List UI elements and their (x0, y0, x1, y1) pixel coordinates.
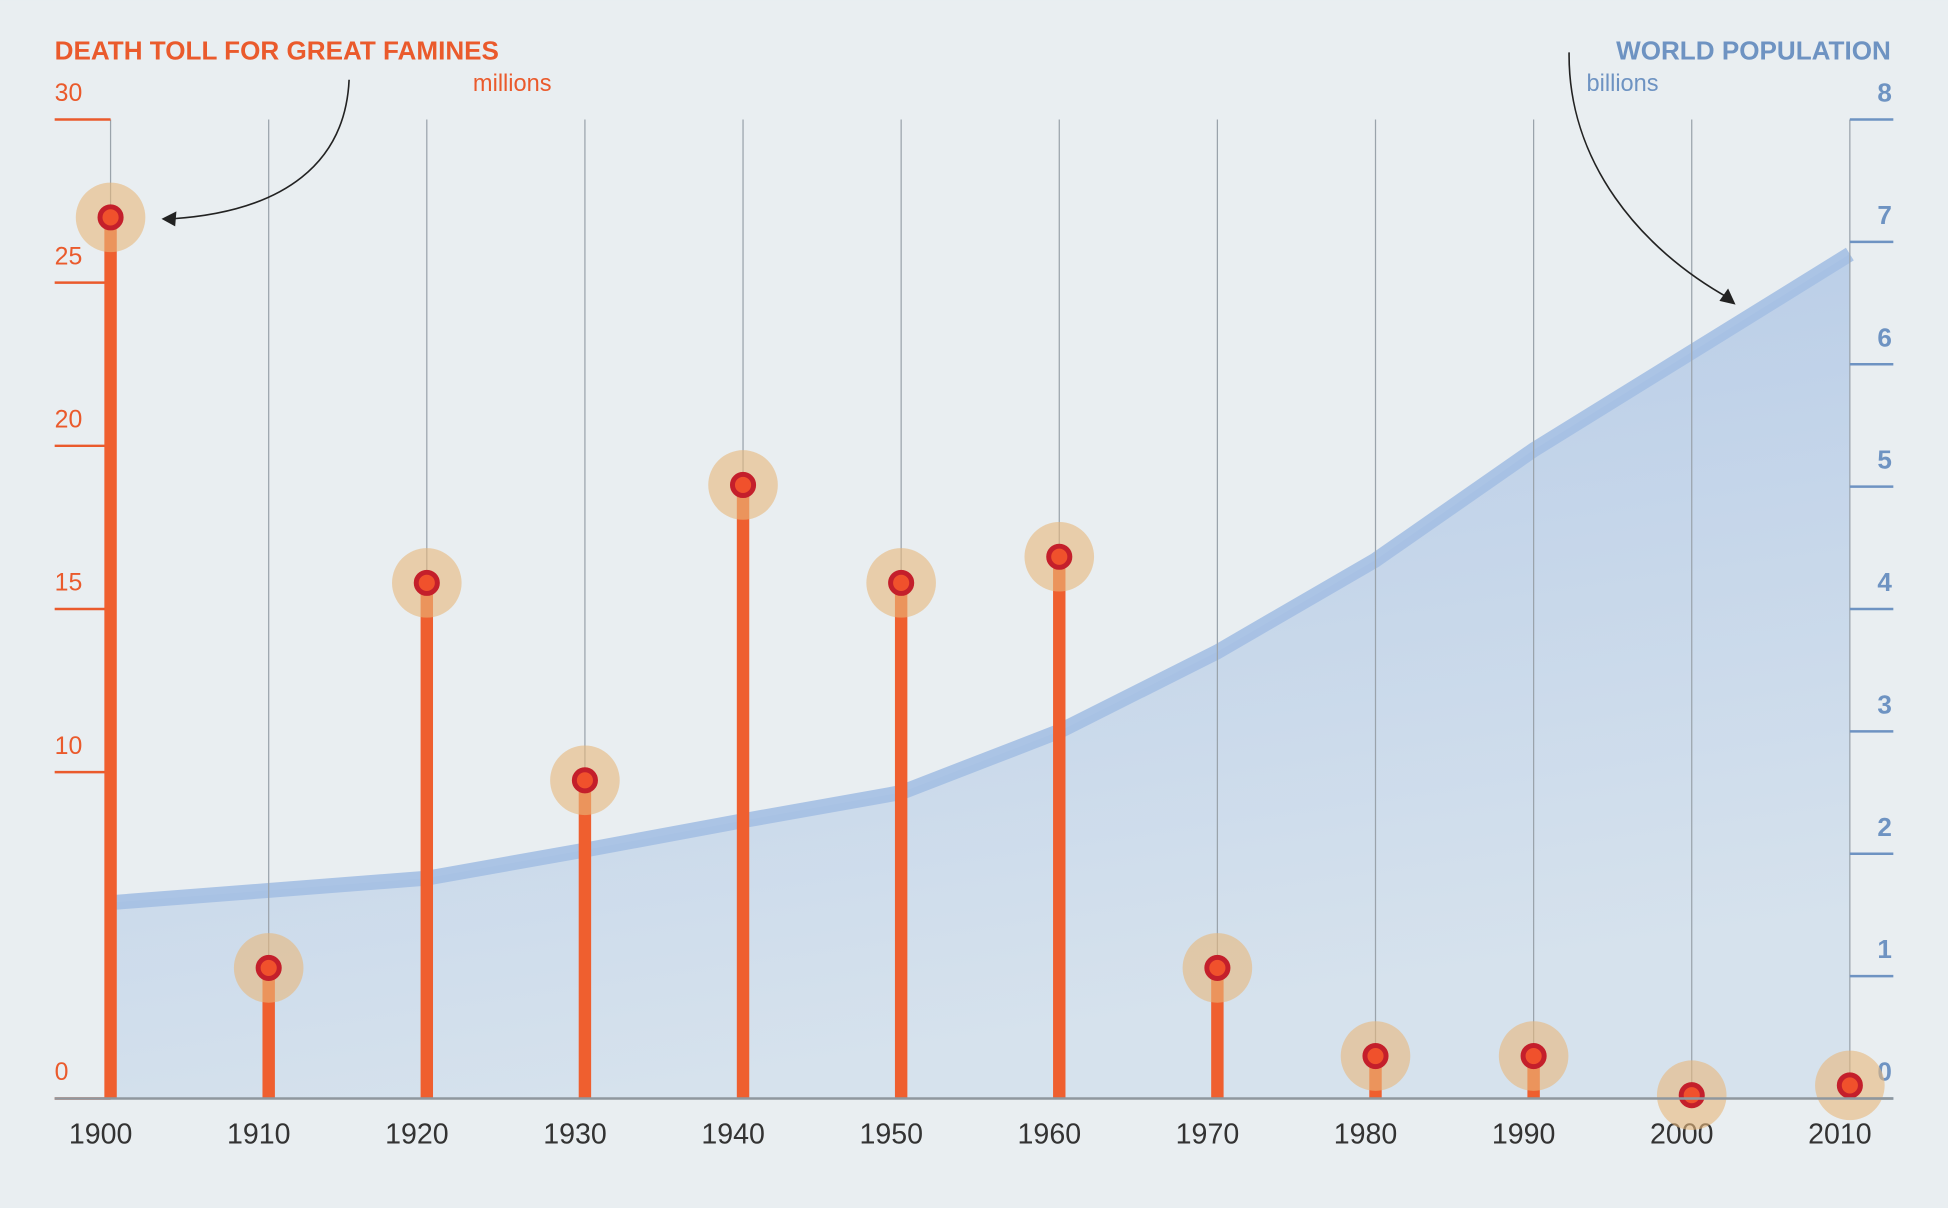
area (110, 254, 1850, 1099)
y-tick-label: 20 (55, 407, 83, 434)
annotation-arrow (171, 79, 350, 220)
arrow-head (1719, 288, 1736, 305)
y2-tick-label: 3 (1877, 689, 1892, 719)
x-tick-label: 1950 (859, 1118, 923, 1150)
dot (571, 767, 598, 794)
dot (729, 471, 757, 499)
y-tick-label: 10 (55, 733, 83, 760)
dot (413, 569, 440, 596)
dot (1204, 954, 1231, 981)
annotation-arrow (1568, 52, 1730, 300)
x-tick-label: 1900 (69, 1118, 133, 1150)
y-axis-unit: millions (473, 71, 552, 97)
x-tick-label: 1970 (1176, 1118, 1240, 1150)
y2-tick-label: 4 (1877, 567, 1892, 597)
dot (1520, 1042, 1547, 1070)
x-tick-label: 1980 (1334, 1118, 1398, 1150)
area-line (109, 247, 1854, 911)
y-axis-title: DEATH TOLL FOR GREAT FAMINES (55, 35, 499, 65)
dot (1362, 1042, 1389, 1070)
x-tick-label: 1930 (543, 1118, 607, 1150)
x-tick-label: 1920 (385, 1118, 449, 1150)
x-tick-label: 1910 (227, 1118, 291, 1150)
y-tick-label: 25 (55, 243, 83, 270)
y2-tick-label: 2 (1877, 812, 1892, 842)
dot (255, 954, 282, 981)
dot (1046, 543, 1073, 570)
x-tick-label: 1990 (1492, 1118, 1556, 1150)
y-tick-label: 30 (55, 80, 83, 107)
y2-tick-label: 7 (1877, 200, 1892, 230)
y2-tick-label: 6 (1877, 322, 1892, 352)
y2-tick-label: 8 (1877, 78, 1892, 108)
y-tick-label: 0 (55, 1059, 69, 1086)
dot (888, 569, 915, 596)
x-tick-label: 1940 (701, 1118, 765, 1150)
x-tick-label: 2010 (1808, 1118, 1872, 1150)
x-tick-label: 1960 (1018, 1118, 1082, 1150)
dot (1836, 1072, 1863, 1099)
dot (97, 204, 124, 231)
y-tick-label: 15 (55, 570, 83, 597)
y2-tick-label: 5 (1877, 445, 1892, 475)
dot (1678, 1082, 1705, 1109)
arrow-head (161, 211, 177, 227)
y2-tick-label: 1 (1877, 934, 1892, 964)
y2-axis-unit: billions (1586, 71, 1658, 97)
y2-axis-title: WORLD POPULATION (1616, 35, 1891, 65)
